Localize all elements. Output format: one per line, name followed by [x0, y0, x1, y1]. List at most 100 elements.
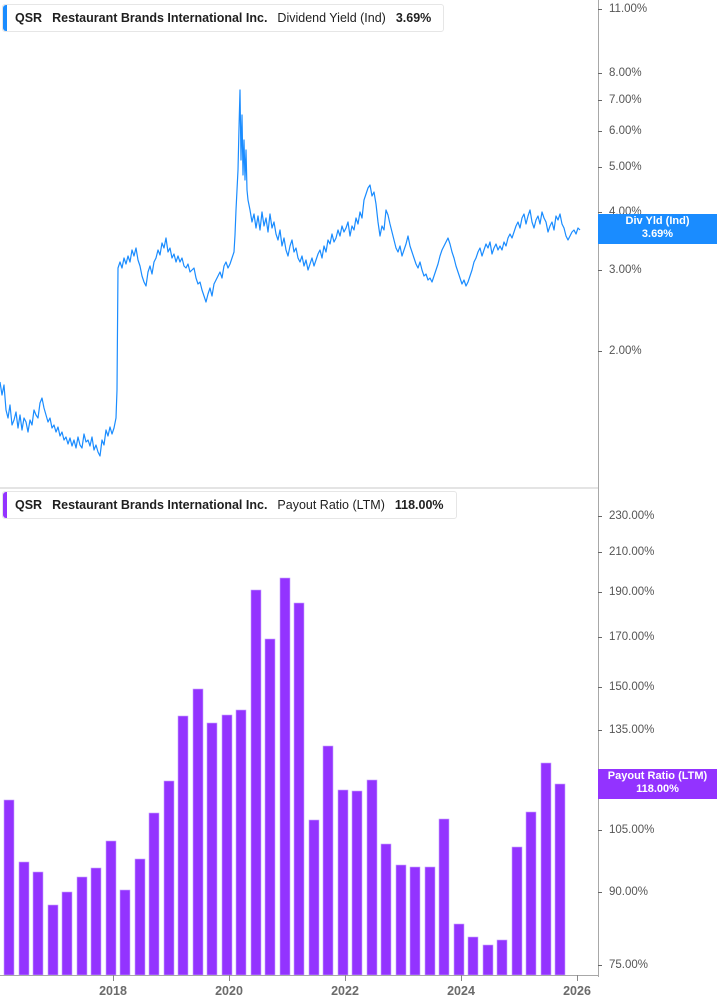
bar[interactable] — [192, 688, 204, 976]
current-value-tag-payout-ratio: Payout Ratio (LTM) 118.00% — [598, 769, 717, 799]
legend-company: Restaurant Brands International Inc. — [52, 11, 268, 25]
tag-value: 3.69% — [641, 228, 674, 240]
bar[interactable] — [337, 789, 349, 976]
y-tick-label: 11.00% — [609, 3, 648, 15]
x-tick-label: 2026 — [563, 984, 591, 998]
tick-mark — [598, 965, 602, 966]
x-tick-mark — [461, 975, 462, 981]
tick-mark — [598, 552, 602, 553]
y-tick-label: 75.00% — [609, 959, 649, 971]
tick-mark — [598, 687, 602, 688]
legend-metric: Dividend Yield (Ind) — [277, 11, 386, 25]
dividend-yield-plot — [0, 89, 581, 457]
bar[interactable] — [105, 840, 117, 976]
bar[interactable] — [206, 722, 218, 976]
bar[interactable] — [177, 715, 189, 976]
y-tick-label: 8.00% — [609, 67, 642, 79]
tick-mark — [598, 637, 602, 638]
x-tick-label: 2020 — [215, 984, 243, 998]
legend-ticker: QSR — [15, 498, 43, 512]
panel-divider[interactable] — [0, 487, 598, 489]
payout-ratio-plot — [3, 577, 566, 976]
bar[interactable] — [235, 709, 247, 976]
bar[interactable] — [511, 846, 523, 976]
y-tick-label: 90.00% — [609, 886, 649, 898]
tag-label: Payout Ratio (LTM) — [607, 770, 708, 782]
bar[interactable] — [264, 638, 276, 976]
y-tick-label: 6.00% — [609, 125, 642, 137]
y-tick-label: 150.00% — [609, 681, 655, 693]
y-tick-label: 2.00% — [609, 345, 642, 357]
bar[interactable] — [308, 819, 320, 976]
x-tick-mark — [577, 975, 578, 981]
tag-value: 118.00% — [636, 783, 679, 795]
payout-ratio-bars — [3, 577, 566, 976]
y-tick-label: 210.00% — [609, 546, 655, 558]
bar[interactable] — [351, 790, 363, 976]
y-tick-label: 7.00% — [609, 94, 642, 106]
tick-mark — [598, 730, 602, 731]
bar[interactable] — [148, 812, 160, 976]
bar[interactable] — [163, 780, 175, 976]
bar[interactable] — [119, 889, 131, 976]
y-tick-label: 230.00% — [609, 510, 655, 522]
tick-mark — [598, 830, 602, 831]
bar[interactable] — [61, 891, 73, 976]
legend-value: 118.00% — [394, 498, 444, 512]
bar[interactable] — [395, 864, 407, 976]
series-color-swatch — [3, 5, 7, 31]
bar[interactable] — [279, 577, 291, 976]
x-tick-mark — [345, 975, 346, 981]
bar[interactable] — [134, 858, 146, 976]
bar[interactable] — [3, 799, 15, 976]
tick-mark — [598, 351, 602, 352]
legend-company: Restaurant Brands International Inc. — [52, 498, 268, 512]
bar[interactable] — [47, 904, 59, 976]
bar[interactable] — [482, 944, 494, 976]
bar[interactable] — [221, 714, 233, 976]
legend-value: 3.69% — [395, 11, 432, 25]
bar[interactable] — [424, 866, 436, 976]
y-tick-label: 105.00% — [609, 824, 655, 836]
x-axis — [0, 975, 599, 976]
bar[interactable] — [32, 871, 44, 976]
legend-metric: Payout Ratio (LTM) — [277, 498, 385, 512]
tick-mark — [598, 516, 602, 517]
bar[interactable] — [366, 779, 378, 976]
tick-mark — [598, 73, 602, 74]
tick-mark — [598, 100, 602, 101]
bar[interactable] — [250, 589, 262, 976]
dividend-yield-line — [0, 89, 581, 457]
bar[interactable] — [554, 783, 566, 976]
y-tick-label: 3.00% — [609, 264, 642, 276]
current-value-tag-dividend-yield: Div Yld (Ind) 3.69% — [598, 214, 717, 244]
x-tick-label: 2018 — [99, 984, 127, 998]
tick-mark — [598, 892, 602, 893]
bar[interactable] — [409, 866, 421, 976]
bar[interactable] — [18, 861, 30, 976]
bar[interactable] — [453, 923, 465, 976]
bar[interactable] — [90, 867, 102, 976]
bar[interactable] — [293, 602, 305, 976]
x-tick-label: 2024 — [447, 984, 475, 998]
payout-ratio-legend[interactable]: QSR Restaurant Brands International Inc.… — [2, 491, 457, 519]
dividend-yield-legend[interactable]: QSR Restaurant Brands International Inc.… — [2, 4, 445, 32]
tick-mark — [598, 9, 602, 10]
tick-mark — [598, 167, 602, 168]
bar[interactable] — [496, 939, 508, 976]
bar[interactable] — [525, 811, 537, 976]
y-axis-bottom — [598, 487, 599, 977]
tag-label: Div Yld (Ind) — [625, 215, 690, 227]
tick-mark — [598, 270, 602, 271]
bar[interactable] — [76, 876, 88, 976]
bar[interactable] — [380, 843, 392, 976]
series-color-swatch — [3, 492, 7, 518]
tick-mark — [598, 592, 602, 593]
y-tick-label: 5.00% — [609, 161, 642, 173]
bar[interactable] — [467, 936, 479, 976]
x-tick-mark — [113, 975, 114, 981]
legend-ticker: QSR — [15, 11, 43, 25]
bar[interactable] — [540, 762, 552, 976]
bar[interactable] — [438, 818, 450, 976]
bar[interactable] — [322, 745, 334, 976]
